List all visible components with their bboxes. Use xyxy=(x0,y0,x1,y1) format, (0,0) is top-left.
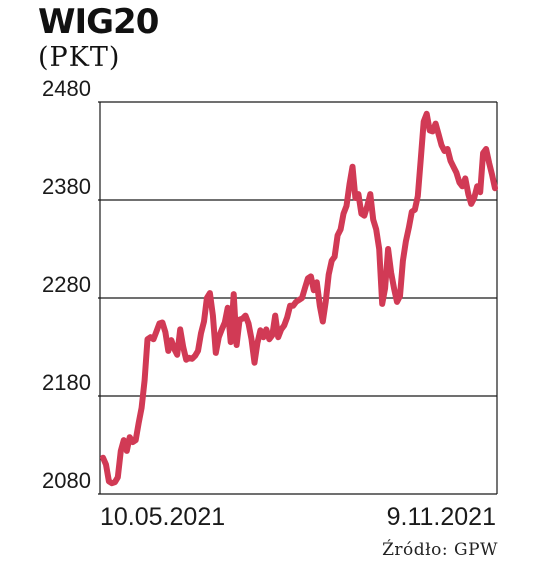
x-tick-label-end: 9.11.2021 xyxy=(386,503,496,531)
chart-unit: (PKT) xyxy=(38,42,121,73)
x-tick-label-start: 10.05.2021 xyxy=(100,503,226,531)
y-tick-label: 2080 xyxy=(42,468,91,493)
y-tick-label: 2380 xyxy=(42,174,91,199)
chart-title: WIG20 xyxy=(38,2,159,42)
y-tick-label: 2180 xyxy=(42,370,91,395)
y-tick-label: 2480 xyxy=(42,76,91,101)
source-note: Źródło: GPW xyxy=(382,540,498,560)
series-line-wig20 xyxy=(100,110,498,487)
y-tick-label: 2280 xyxy=(42,272,91,297)
